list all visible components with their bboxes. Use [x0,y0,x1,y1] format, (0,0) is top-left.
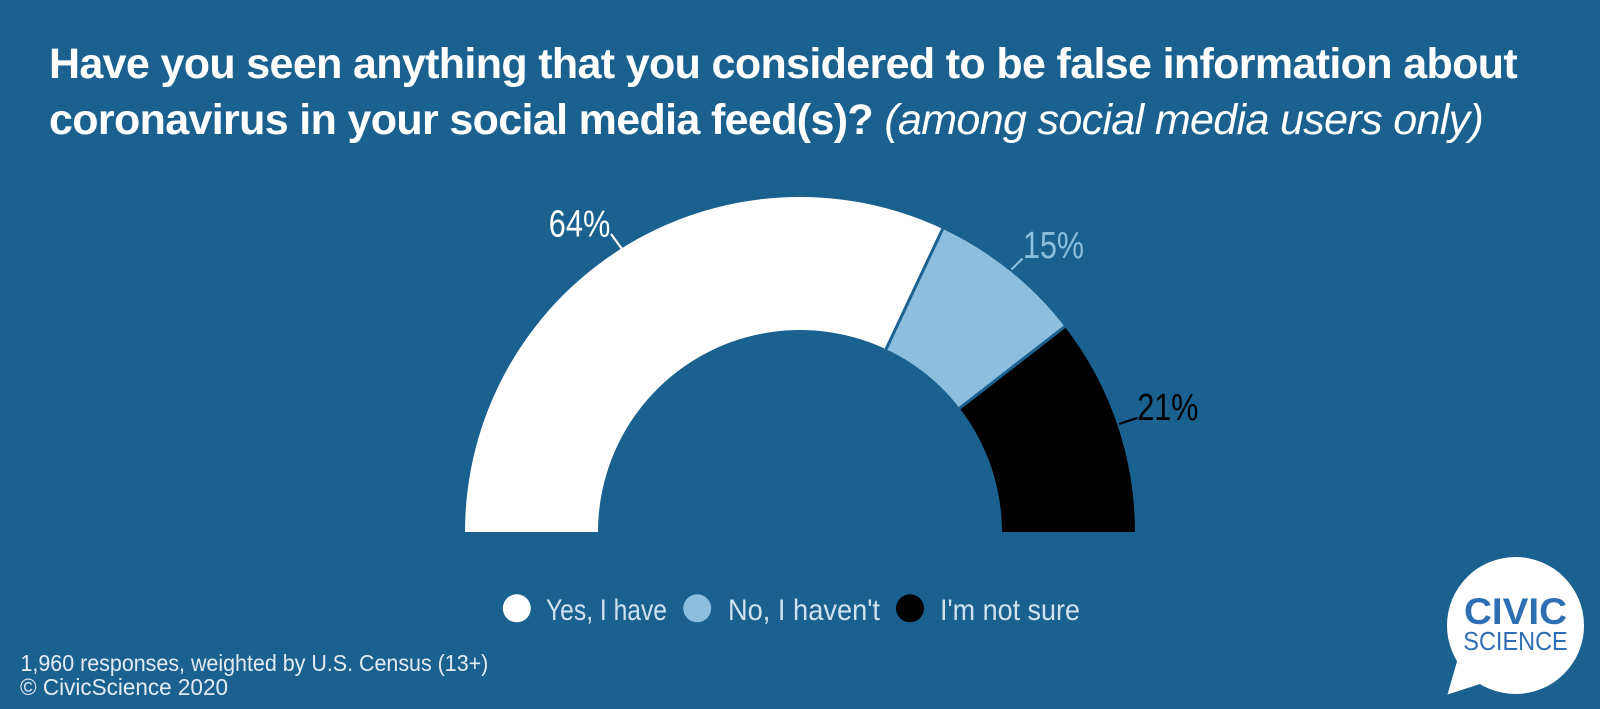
svg-text:1,960 responses, weighted by U: 1,960 responses, weighted by U.S. Census… [21,650,489,676]
svg-text:64%: 64% [549,203,611,245]
svg-text:15%: 15% [1023,225,1084,267]
svg-text:© CivicScience 2020: © CivicScience 2020 [20,674,228,700]
svg-text:21%: 21% [1137,387,1198,429]
svg-text:SCIENCE: SCIENCE [1463,626,1567,656]
svg-text:Yes, I have: Yes, I have [546,594,667,627]
svg-text:No, I haven't: No, I haven't [728,594,881,627]
svg-text:I'm not sure: I'm not sure [940,594,1080,627]
svg-text:CIVIC: CIVIC [1464,591,1567,632]
